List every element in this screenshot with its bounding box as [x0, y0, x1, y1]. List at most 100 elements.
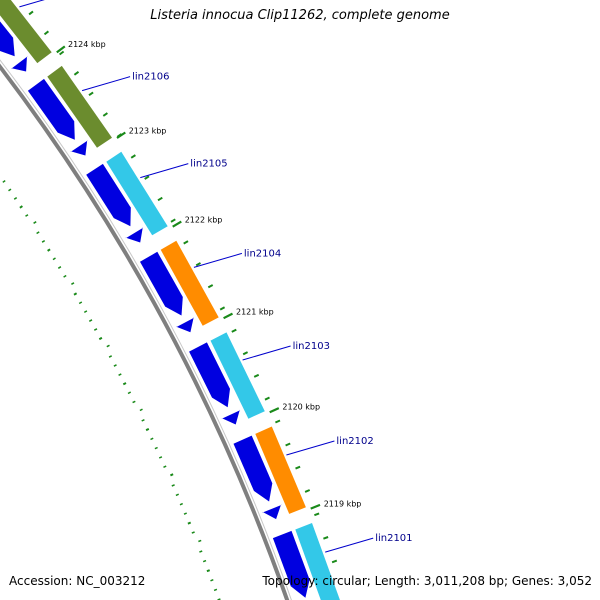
gc-dot	[41, 239, 46, 243]
minor-tick	[331, 559, 338, 564]
gc-dot	[169, 473, 174, 477]
minor-tick	[242, 351, 249, 356]
gc-dot	[158, 456, 163, 459]
cds-arrow	[272, 530, 310, 598]
gene-label-track: lin2107lin2106lin2105lin2104lin2103lin21…	[19, 0, 413, 553]
gc-dot	[78, 301, 83, 305]
tick-label: 2122 kbp	[185, 216, 223, 225]
gc-dot	[183, 512, 187, 515]
gene-leader-line	[286, 440, 335, 456]
cds-arrow	[11, 56, 28, 72]
gc-dot	[8, 188, 12, 192]
category-gap	[249, 413, 271, 432]
category-block	[47, 65, 112, 148]
gc-dot	[98, 336, 103, 341]
cds-arrow	[140, 251, 183, 316]
gene-label: lin2104	[244, 248, 281, 259]
minor-tick	[323, 536, 329, 540]
major-tick	[56, 45, 66, 54]
gc-dot	[206, 569, 211, 573]
cds-arrow	[86, 163, 131, 227]
gc-dot	[139, 408, 143, 412]
gene-label: lin2103	[293, 341, 330, 352]
gc-dot	[71, 282, 75, 285]
tick-label: 2124 kbp	[68, 40, 106, 49]
gc-dot	[118, 373, 122, 376]
major-tick	[269, 407, 280, 414]
gc-dot	[2, 179, 6, 183]
minor-tick	[73, 70, 80, 76]
minor-tick	[285, 442, 291, 447]
gc-dot	[210, 579, 214, 582]
gc-dot	[106, 344, 110, 348]
category-block	[295, 523, 340, 600]
gc-dot	[202, 559, 207, 563]
gc-dot	[127, 391, 132, 395]
gc-dot	[213, 588, 218, 592]
category-gap	[204, 320, 226, 338]
minor-tick	[304, 489, 311, 493]
tick-label: 2121 kbp	[236, 308, 274, 317]
tick-track: 2124 kbp 2123 kbp 2122 kbp 2121 kbp 2120 kbp…	[28, 10, 362, 564]
minor-tick	[157, 196, 163, 202]
category-block	[0, 0, 52, 64]
gene-label: lin2106	[132, 72, 169, 83]
gc-dot	[57, 266, 62, 269]
gc-dot	[154, 446, 158, 450]
category-block	[210, 332, 265, 419]
major-tick	[310, 503, 321, 510]
backbone-highlight	[0, 59, 292, 600]
gene-leader-line	[242, 345, 291, 361]
gc-dot	[93, 328, 98, 331]
gc-dot	[145, 427, 150, 432]
tick-label: 2123 kbp	[129, 126, 167, 135]
minor-tick	[43, 30, 50, 36]
major-tick	[116, 131, 126, 139]
minor-tick	[253, 373, 260, 378]
minor-tick	[144, 175, 150, 180]
minor-tick	[207, 284, 214, 289]
gene-label: lin2102	[336, 436, 373, 447]
gc-dot	[198, 539, 202, 543]
gene-leader-line	[19, 0, 45, 8]
gc-dot	[63, 274, 67, 278]
tick-label: 2120 kbp	[282, 402, 320, 411]
gc-dot	[73, 292, 78, 296]
category-gap	[290, 510, 311, 527]
gene-label: lin2105	[190, 159, 227, 170]
gc-dot	[88, 319, 93, 322]
gene-leader-line	[325, 537, 374, 553]
gc-dot	[132, 400, 136, 404]
cds-arrow	[262, 504, 282, 520]
minor-tick	[264, 396, 270, 401]
gc-dot	[163, 465, 167, 468]
minor-tick	[314, 512, 320, 517]
gc-dot	[199, 550, 203, 553]
minor-tick	[275, 419, 281, 424]
gc-dot	[19, 205, 23, 209]
genome-summary: Topology: circular; Length: 3,011,208 bp…	[262, 574, 592, 588]
gene-leader-line	[193, 252, 243, 268]
category-track	[0, 0, 340, 600]
category-gap	[153, 228, 175, 248]
major-tick	[172, 220, 182, 228]
gc-dot	[122, 382, 127, 386]
gc-dot	[150, 437, 154, 441]
gc-dot	[25, 214, 29, 217]
gc-dot	[13, 196, 18, 200]
gene-leader-line	[140, 163, 189, 179]
category-block	[255, 426, 306, 514]
category-block	[106, 151, 168, 236]
gc-dot	[52, 257, 56, 261]
gc-dot	[179, 502, 184, 506]
cds-arrow	[27, 78, 75, 140]
cds-arrow	[176, 317, 194, 333]
cds-arrow	[125, 227, 144, 243]
gc-dot	[108, 355, 113, 358]
tick-label: 2119 kbp	[324, 499, 362, 508]
cds-arrow	[70, 140, 88, 156]
map-title: Listeria innocua Clip11262, complete gen…	[150, 8, 450, 23]
category-block	[160, 240, 219, 326]
gc-dot	[187, 521, 192, 525]
cds-arrow	[221, 409, 241, 425]
